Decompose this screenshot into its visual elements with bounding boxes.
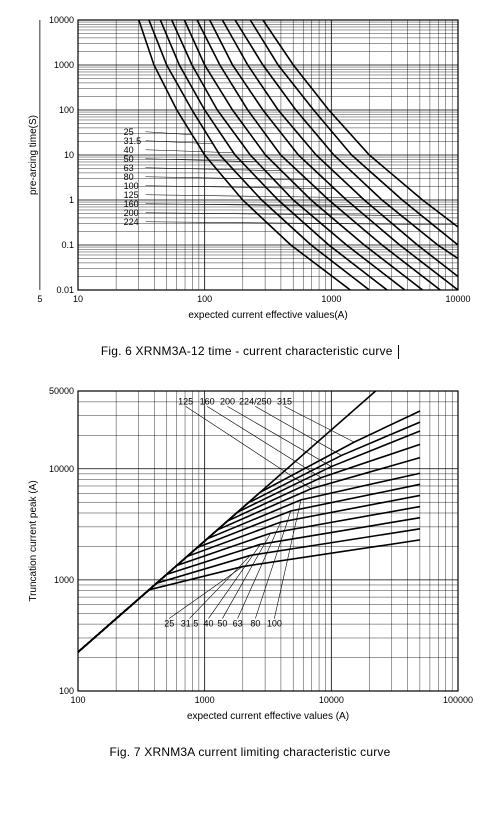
fig6-caption-text: Fig. 6 XRNM3A-12 time - current characte…: [101, 344, 393, 358]
svg-text:1000: 1000: [195, 695, 215, 705]
svg-text:10: 10: [73, 294, 83, 304]
svg-text:100: 100: [197, 294, 212, 304]
svg-text:1: 1: [69, 195, 74, 205]
svg-text:1000: 1000: [321, 294, 341, 304]
svg-text:200: 200: [220, 396, 235, 406]
fig6-block: 5 10 100 1000 10000 expected current effectiv…: [8, 8, 492, 359]
grid: [78, 391, 458, 691]
svg-text:Truncation current peak (A): Truncation current peak (A): [28, 480, 39, 601]
svg-text:10: 10: [64, 150, 74, 160]
curves: [78, 379, 420, 652]
svg-text:31.5: 31.5: [181, 618, 199, 628]
series-125: [222, 20, 458, 277]
svg-text:40: 40: [203, 618, 213, 628]
series-63: [78, 495, 420, 652]
svg-text:315: 315: [277, 396, 292, 406]
series-125: [78, 457, 420, 651]
svg-text:100000: 100000: [443, 695, 473, 705]
fig7-caption-text: Fig. 7 XRNM3A current limiting character…: [110, 745, 391, 759]
svg-text:80: 80: [250, 618, 260, 628]
svg-text:1000: 1000: [54, 60, 74, 70]
svg-text:100: 100: [267, 618, 282, 628]
svg-text:50: 50: [217, 618, 227, 628]
grid: [40, 20, 458, 290]
svg-text:100: 100: [70, 695, 85, 705]
series-50: [78, 506, 420, 652]
svg-text:100: 100: [59, 105, 74, 115]
svg-text:125: 125: [178, 396, 193, 406]
series-315: [78, 411, 420, 652]
svg-text:224: 224: [124, 217, 139, 227]
svg-text:1000: 1000: [54, 575, 74, 585]
svg-text:pre-arcing time(S): pre-arcing time(S): [28, 115, 39, 195]
svg-text:0.01: 0.01: [56, 285, 74, 295]
svg-text:100: 100: [59, 686, 74, 696]
fig7-caption: Fig. 7 XRNM3A current limiting character…: [8, 745, 492, 759]
svg-text:10000: 10000: [319, 695, 344, 705]
svg-text:10000: 10000: [49, 15, 74, 25]
series-80: [78, 484, 420, 652]
svg-text:160: 160: [200, 396, 215, 406]
svg-text:expected current effective val: expected current effective values(A): [188, 310, 347, 321]
series-100: [78, 473, 420, 652]
svg-text:10000: 10000: [445, 294, 470, 304]
fig6-text-cursor: [398, 345, 399, 359]
svg-text:224/250: 224/250: [239, 396, 272, 406]
fig6-caption: Fig. 6 XRNM3A-12 time - current characte…: [8, 344, 492, 359]
svg-text:50000: 50000: [49, 386, 74, 396]
svg-text:63: 63: [233, 618, 243, 628]
series-200: [78, 431, 420, 652]
svg-text:10000: 10000: [49, 464, 74, 474]
svg-text:25: 25: [164, 618, 174, 628]
fig6-chart: 5 10 100 1000 10000 expected current effectiv…: [8, 8, 492, 338]
svg-text:0.1: 0.1: [61, 240, 74, 250]
fig7-block: 100 1000 10000 100000 expected current effec…: [8, 379, 492, 759]
fig7-chart: 100 1000 10000 100000 expected current effec…: [8, 379, 492, 739]
svg-text:expected current effective val: expected current effective values (A): [187, 711, 349, 722]
svg-text:5: 5: [37, 294, 42, 304]
